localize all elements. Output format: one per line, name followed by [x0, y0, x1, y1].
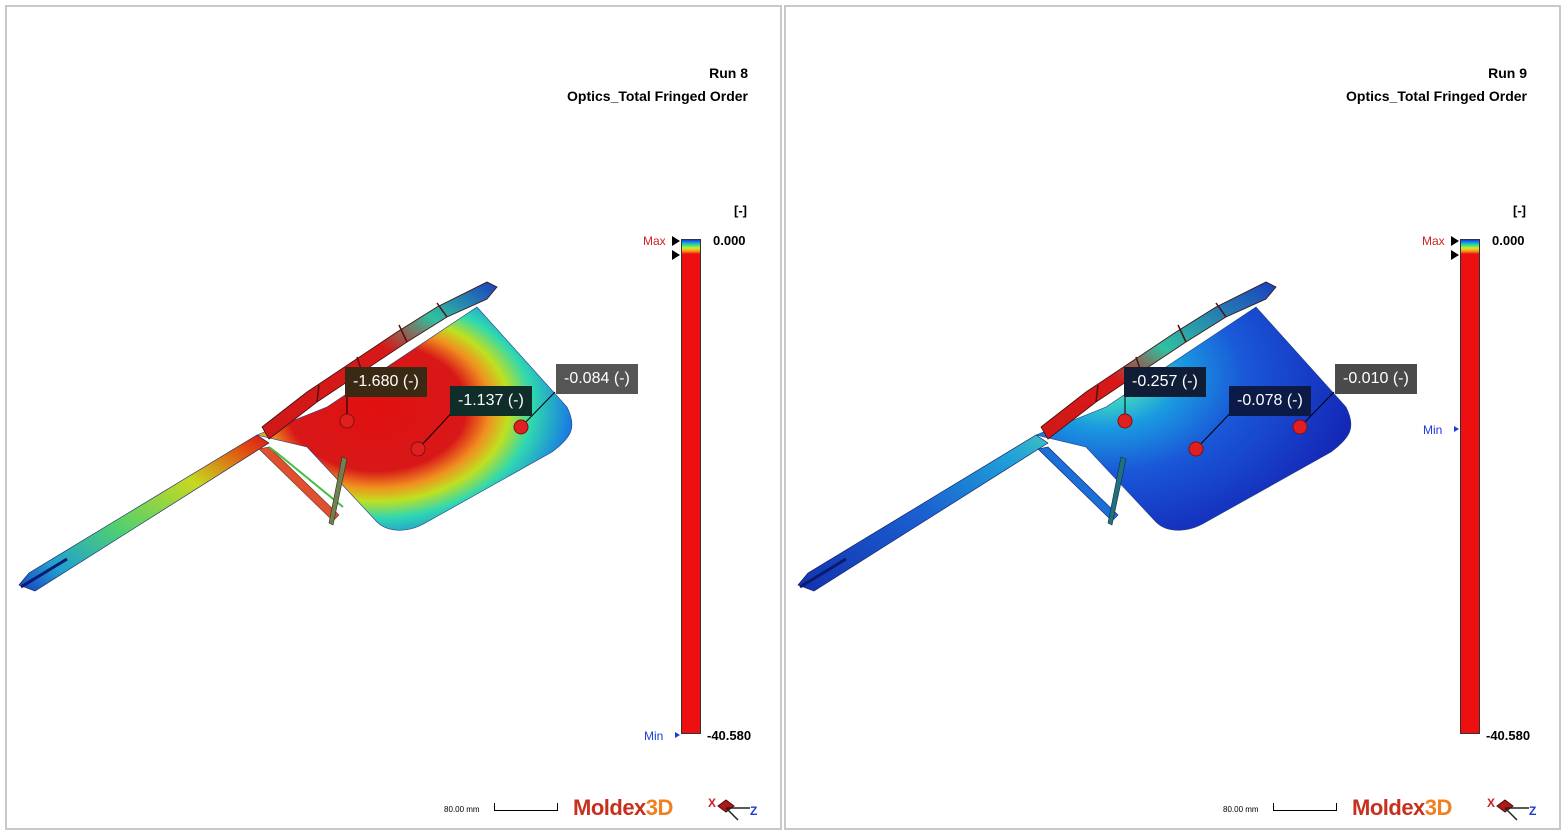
- probe-point[interactable]: [1188, 441, 1204, 457]
- result-viewport-run-9[interactable]: -0.257 (-) -0.078 (-) -0.010 (-) Run 9 O…: [784, 5, 1561, 830]
- probe-value-label: -0.084 (-): [556, 364, 638, 394]
- color-legend-bar[interactable]: [681, 239, 701, 734]
- moldex3d-logo: Moldex3D: [573, 795, 673, 820]
- probe-point[interactable]: [339, 413, 355, 429]
- probe-point[interactable]: [1117, 413, 1133, 429]
- moldex3d-logo: Moldex3D: [1352, 795, 1452, 820]
- svg-text:X: X: [708, 796, 716, 810]
- probe-value: -0.078 (-): [1237, 392, 1303, 409]
- part-model-render[interactable]: [7, 7, 782, 830]
- legend-min-label: Min: [644, 729, 664, 743]
- color-legend-bar[interactable]: [1460, 239, 1480, 734]
- max-pointer-icon[interactable]: [672, 250, 680, 260]
- probe-point[interactable]: [1292, 419, 1308, 435]
- run-title: Run 8: [709, 65, 748, 81]
- probe-value: -1.680 (-): [353, 373, 419, 390]
- max-pointer-icon[interactable]: [1451, 236, 1459, 246]
- scale-bar: [494, 803, 558, 811]
- max-pointer-icon[interactable]: [672, 236, 680, 246]
- legend-max-label: Max: [643, 234, 666, 248]
- min-pointer-icon[interactable]: [1454, 426, 1459, 432]
- svg-text:Z: Z: [1529, 804, 1536, 818]
- legend-min-value: -40.580: [707, 728, 752, 743]
- axis-triad-icon[interactable]: X Z: [1483, 794, 1539, 824]
- legend-unit: [-]: [734, 203, 747, 218]
- part-model-render[interactable]: [786, 7, 1561, 830]
- probe-point[interactable]: [513, 419, 529, 435]
- scale-bar: [1273, 803, 1337, 811]
- probe-value: -0.257 (-): [1132, 373, 1198, 390]
- scale-length: 80.00 mm: [444, 805, 480, 814]
- legend-max-label: Max: [1422, 234, 1445, 248]
- svg-text:X: X: [1487, 796, 1495, 810]
- probe-value: -0.084 (-): [564, 370, 630, 387]
- probe-value-label: -0.257 (-): [1124, 367, 1206, 397]
- probe-point[interactable]: [410, 441, 426, 457]
- legend-unit: [-]: [1513, 203, 1526, 218]
- svg-text:Z: Z: [750, 804, 757, 818]
- probe-value: -0.010 (-): [1343, 370, 1409, 387]
- min-pointer-icon[interactable]: [675, 732, 680, 738]
- result-viewport-run-8[interactable]: -1.680 (-) -1.137 (-) -0.084 (-) Run 8 O…: [5, 5, 782, 830]
- legend-min-value: -40.580: [1486, 728, 1531, 743]
- probe-value-label: -0.078 (-): [1229, 386, 1311, 416]
- probe-value-label: -0.010 (-): [1335, 364, 1417, 394]
- probe-value: -1.137 (-): [458, 392, 524, 409]
- probe-value-label: -1.680 (-): [345, 367, 427, 397]
- legend-max-value: 0.000: [713, 233, 746, 248]
- legend-max-value: 0.000: [1492, 233, 1525, 248]
- legend-min-label: Min: [1423, 423, 1443, 437]
- run-title: Run 9: [1488, 65, 1527, 81]
- axis-triad-icon[interactable]: X Z: [704, 794, 760, 824]
- scale-length: 80.00 mm: [1223, 805, 1259, 814]
- result-name: Optics_Total Fringed Order: [1346, 88, 1527, 104]
- result-name: Optics_Total Fringed Order: [567, 88, 748, 104]
- probe-value-label: -1.137 (-): [450, 386, 532, 416]
- max-pointer-icon[interactable]: [1451, 250, 1459, 260]
